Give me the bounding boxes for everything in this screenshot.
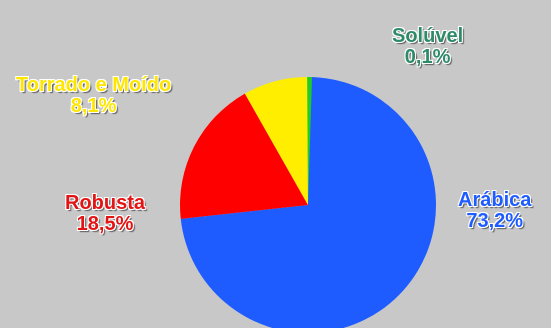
- pie-slice-torrado-e-moido: [244, 77, 308, 205]
- slice-value-robusta: 18,5%: [76, 213, 134, 235]
- pie-slice-soluvel: [307, 76, 313, 205]
- slice-name-torrado-e-moido: Torrado e Moído: [16, 74, 172, 96]
- slice-value-arabica: 73,2%: [466, 210, 524, 232]
- slice-name-robusta: Robusta: [65, 192, 145, 214]
- slice-value-soluvel: 0,1%: [404, 46, 451, 68]
- slice-label-robusta: Robusta 18,5%: [65, 193, 145, 235]
- slice-label-torrado-e-moido: Torrado e Moído 8,1%: [16, 75, 171, 117]
- slice-value-torrado-e-moido: 8,1%: [70, 95, 117, 117]
- slice-label-arabica: Arábica 73,2%: [458, 190, 531, 232]
- slice-label-soluvel: Solúvel 0,1%: [392, 26, 463, 68]
- slice-name-arabica: Arábica: [458, 189, 532, 211]
- slice-name-soluvel: Solúvel: [392, 25, 464, 47]
- pie-slice-arabica: [180, 77, 436, 328]
- pie-slice-robusta: [179, 93, 308, 219]
